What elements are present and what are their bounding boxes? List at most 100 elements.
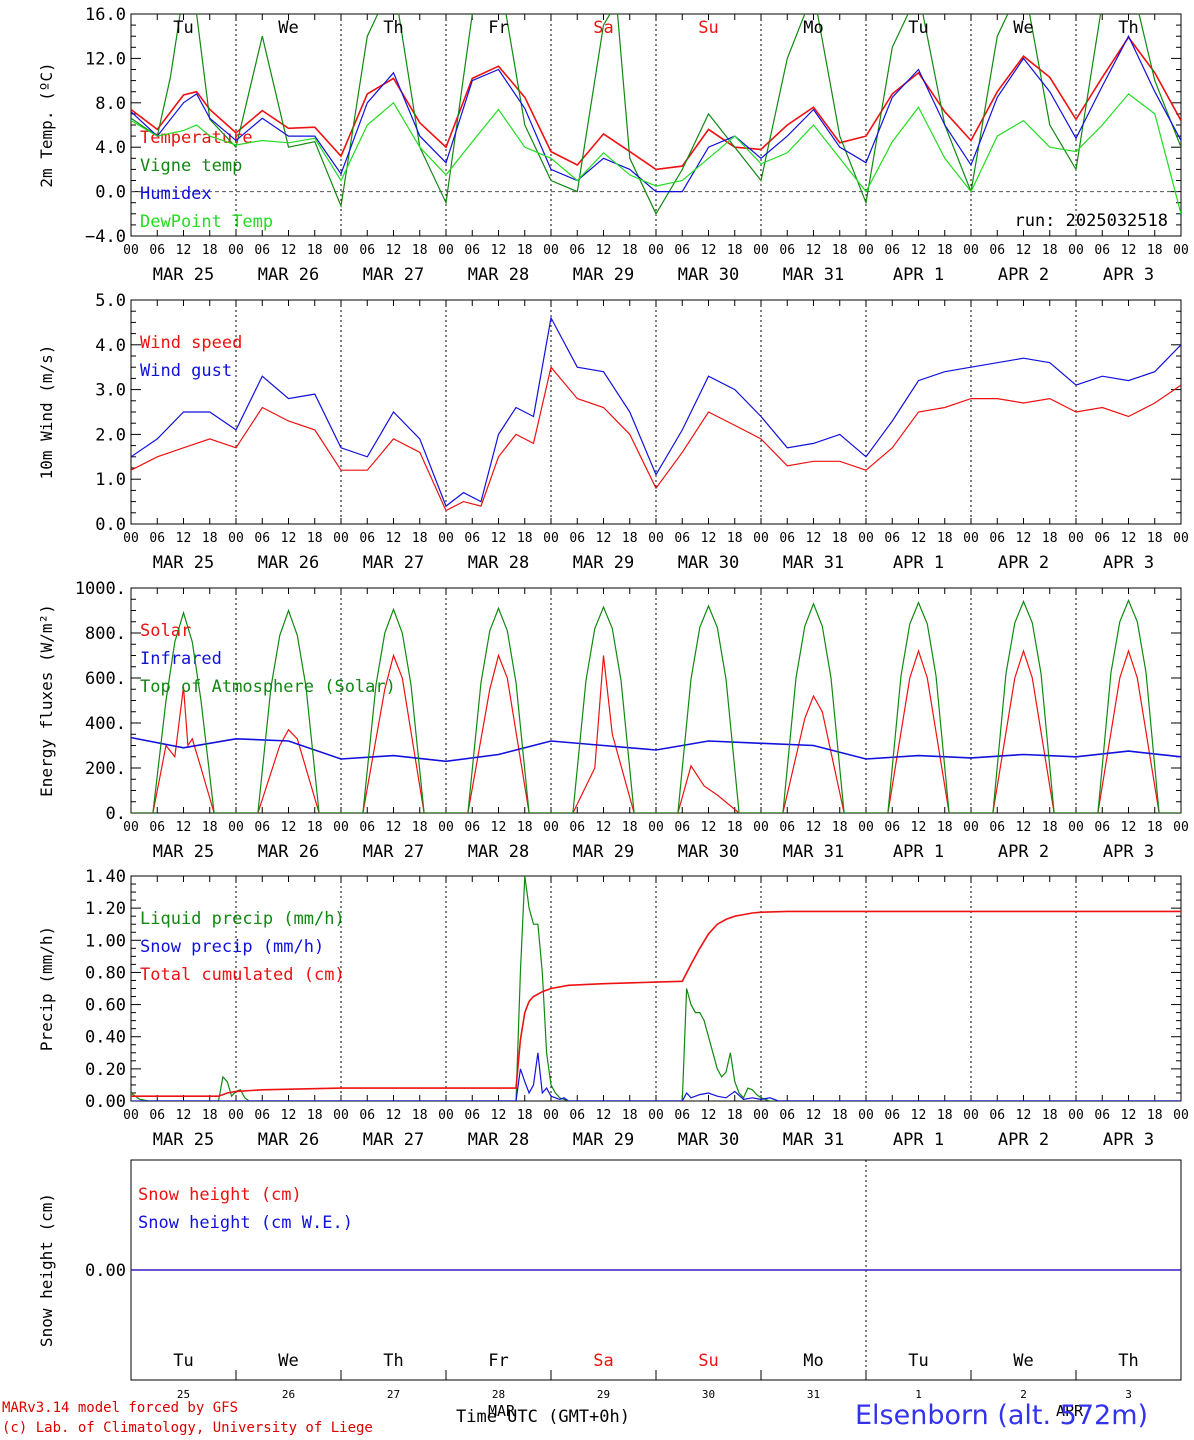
legend-entry: Temperature <box>140 128 253 148</box>
series-line-vigne-temp <box>131 14 1181 216</box>
weekday-label: Th <box>383 18 403 38</box>
y-tick-label: 0.60 <box>85 996 126 1016</box>
hour-label: 18 <box>517 243 533 258</box>
weekday-label-bottom: Tu <box>173 1351 193 1371</box>
hour-label: 06 <box>254 820 270 835</box>
hour-label: 12 <box>701 1108 717 1123</box>
series-line-wind-speed <box>131 365 1181 512</box>
hour-label: 06 <box>779 1108 795 1123</box>
day-number-label: 27 <box>387 1388 400 1401</box>
y-tick-label: 16.0 <box>85 5 126 25</box>
hour-label: 06 <box>884 531 900 546</box>
y-axis-label: Snow height (cm) <box>37 1193 56 1347</box>
hour-label: 06 <box>674 531 690 546</box>
hour-label: 12 <box>491 1108 507 1123</box>
hour-label: 06 <box>779 531 795 546</box>
hour-label: 00 <box>1068 531 1084 546</box>
hour-label: 00 <box>648 1108 664 1123</box>
hour-label: 18 <box>622 531 638 546</box>
hour-label: 00 <box>438 243 454 258</box>
hour-label: 18 <box>1042 531 1058 546</box>
hour-label: 00 <box>963 243 979 258</box>
hour-label: 06 <box>1094 820 1110 835</box>
y-tick-label: 3.0 <box>95 381 126 401</box>
hour-label: 18 <box>202 243 218 258</box>
hour-label: 12 <box>911 820 927 835</box>
date-label: APR 1 <box>893 1130 944 1150</box>
y-tick-label: 4.0 <box>95 138 126 158</box>
hour-label: 18 <box>307 1108 323 1123</box>
hour-label: 00 <box>228 1108 244 1123</box>
hour-label: 12 <box>176 1108 192 1123</box>
date-label: MAR 31 <box>783 265 844 285</box>
date-label: MAR 31 <box>783 553 844 573</box>
legend-entry: Infrared <box>140 649 222 669</box>
date-label: APR 3 <box>1103 553 1154 573</box>
legend-entry: Snow precip (mm/h) <box>140 937 324 957</box>
hour-label: 00 <box>648 820 664 835</box>
hour-label: 00 <box>438 820 454 835</box>
hour-label: 18 <box>517 820 533 835</box>
date-label: MAR 25 <box>153 265 214 285</box>
weekday-label: Tu <box>908 18 928 38</box>
weekday-label-bottom: Su <box>698 1351 718 1371</box>
hour-label: 18 <box>832 820 848 835</box>
series-line-infrared <box>131 736 1181 763</box>
hour-label: 12 <box>491 243 507 258</box>
date-label: MAR 27 <box>363 1130 424 1150</box>
hour-label: 18 <box>727 820 743 835</box>
hour-label: 12 <box>911 1108 927 1123</box>
hour-label: 12 <box>806 243 822 258</box>
hour-label: 12 <box>281 243 297 258</box>
weekday-label-bottom: Tu <box>908 1351 928 1371</box>
hour-label: 06 <box>464 243 480 258</box>
hour-label: 12 <box>806 820 822 835</box>
date-label: MAR 31 <box>783 842 844 862</box>
hour-label: 12 <box>176 243 192 258</box>
hour-label: 12 <box>701 531 717 546</box>
hour-label: 00 <box>753 1108 769 1123</box>
time-axis-label: Time UTC (GMT+0h) <box>456 1407 630 1427</box>
y-tick-label: 1.00 <box>85 931 126 951</box>
date-label: MAR 30 <box>678 553 739 573</box>
hour-label: 12 <box>806 1108 822 1123</box>
hour-label: 18 <box>937 531 953 546</box>
hour-label: 18 <box>1147 243 1163 258</box>
date-label: APR 2 <box>998 842 1049 862</box>
hour-label: 18 <box>1042 820 1058 835</box>
hour-label: 06 <box>464 820 480 835</box>
hour-label: 06 <box>359 243 375 258</box>
hour-label: 12 <box>386 820 402 835</box>
hour-label: 06 <box>989 1108 1005 1123</box>
y-tick-label: 8.0 <box>95 94 126 114</box>
date-label: MAR 29 <box>573 1130 634 1150</box>
date-label: MAR 29 <box>573 553 634 573</box>
weekday-label-bottom: Th <box>383 1351 403 1371</box>
weekday-label: Mo <box>803 18 823 38</box>
hour-label: 12 <box>596 1108 612 1123</box>
legend-entry: Snow height (cm W.E.) <box>138 1213 353 1233</box>
y-axis-label: 2m Temp. (ºC) <box>37 62 56 187</box>
hour-label: 18 <box>307 243 323 258</box>
hour-label: 18 <box>727 243 743 258</box>
weekday-label: Su <box>698 18 718 38</box>
hour-label: 00 <box>1173 243 1189 258</box>
legend-entry: Top of Atmosphere (Solar) <box>140 677 396 697</box>
series-line-snow-precip-mm-h- <box>131 1052 1181 1101</box>
hour-label: 18 <box>832 531 848 546</box>
hour-label: 12 <box>596 820 612 835</box>
legend-entry: Total cumulated (cm) <box>140 965 345 985</box>
station-name: Elsenborn (alt. 572m) <box>855 1400 1149 1431</box>
hour-label: 12 <box>1016 243 1032 258</box>
date-label: MAR 31 <box>783 1130 844 1150</box>
legend-entry: Wind speed <box>140 333 242 353</box>
hour-label: 12 <box>281 531 297 546</box>
hour-label: 06 <box>674 820 690 835</box>
hour-label: 06 <box>1094 243 1110 258</box>
y-tick-label: 200. <box>85 759 126 779</box>
hour-label: 18 <box>832 1108 848 1123</box>
date-label: MAR 25 <box>153 842 214 862</box>
hour-label: 12 <box>911 531 927 546</box>
date-label: MAR 28 <box>468 842 529 862</box>
y-tick-label: 600. <box>85 669 126 689</box>
